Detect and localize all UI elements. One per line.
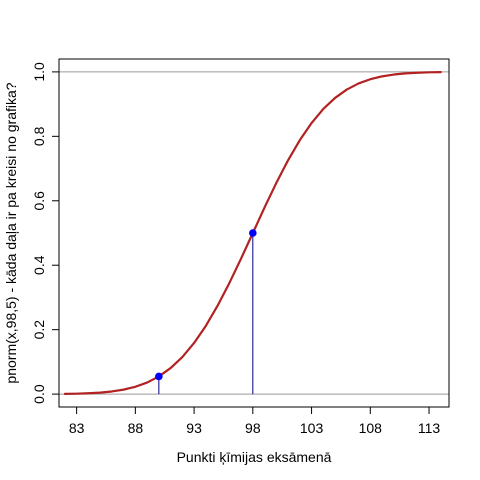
x-tick-label-2: 93 [186, 420, 202, 436]
x-axis-label: Punkti ķīmijas eksāmenā [177, 449, 332, 465]
y-tick-label-2: 0.4 [31, 255, 47, 275]
x-tick-label-1: 88 [128, 420, 144, 436]
y-tick-label-5: 1.0 [31, 62, 47, 82]
y-tick-label-3: 0.6 [31, 191, 47, 211]
y-axis-label: pnorm(x,98,5) - kāda daļa ir pa kreisi n… [3, 82, 19, 383]
x-tick-label-4: 103 [300, 420, 324, 436]
x-axis: 83 88 93 98 103 108 113 [69, 406, 441, 436]
y-axis: 0.0 0.2 0.4 0.6 0.8 1.0 [31, 62, 60, 404]
x-tick-label-5: 108 [359, 420, 383, 436]
x-tick-label-3: 98 [245, 420, 261, 436]
x-tick-label-6: 113 [418, 420, 441, 436]
y-tick-label-4: 0.8 [31, 126, 47, 146]
data-point-1 [249, 229, 257, 237]
data-points [155, 229, 257, 381]
drop-lines [158, 233, 254, 395]
data-point-0 [155, 372, 163, 381]
y-tick-label-1: 0.2 [31, 320, 47, 340]
y-tick-label-0: 0.0 [31, 384, 47, 404]
x-tick-label-0: 83 [69, 420, 85, 436]
reference-lines [59, 71, 449, 395]
